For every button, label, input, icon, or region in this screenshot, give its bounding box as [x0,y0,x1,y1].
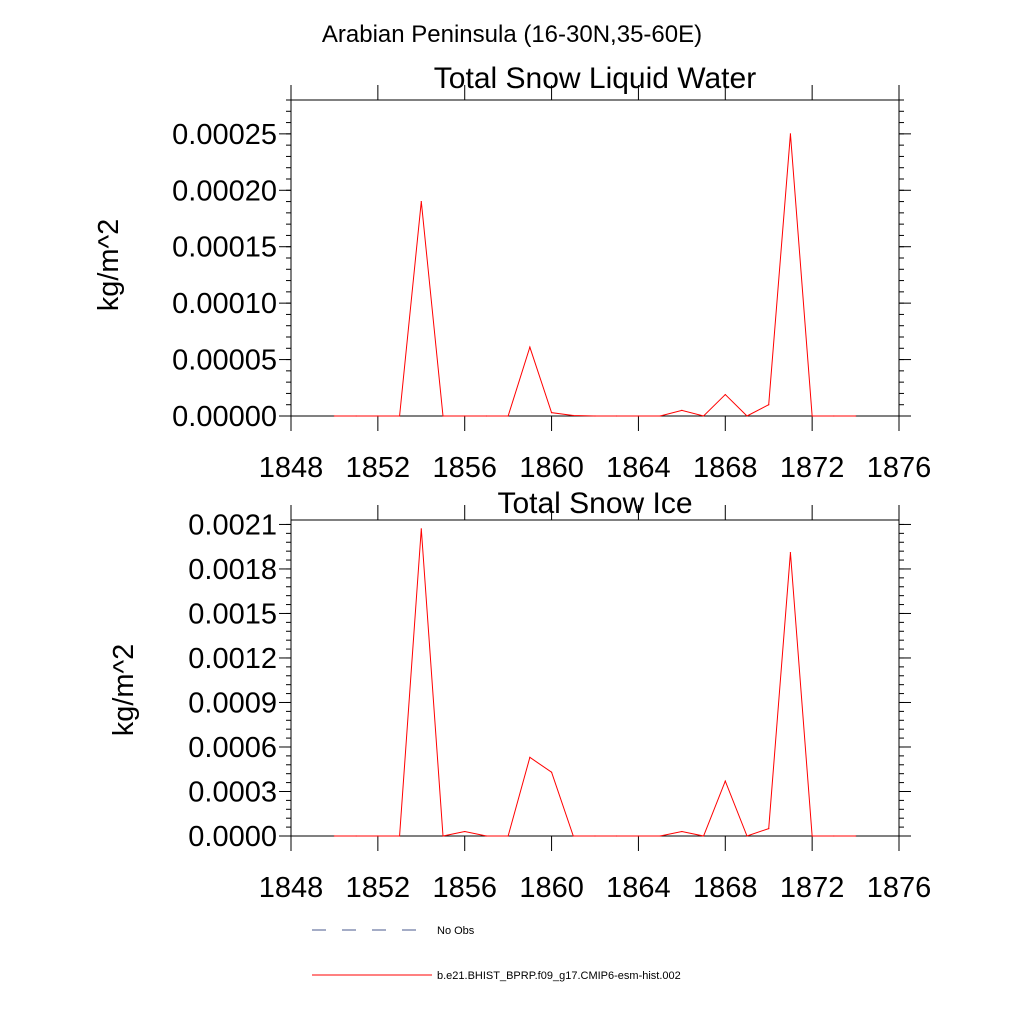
x-tick-label: 1848 [259,872,324,904]
y-tick-label: 0.0015 [188,598,277,630]
y-tick-label: 0.00015 [172,232,277,264]
chart-panel-snow-ice: Total Snow Ice kg/m^2 1848 1852 1856 1860 1864… [108,487,931,904]
y-tick-label: 0.00010 [172,288,277,320]
data-point [833,415,835,417]
data-point [789,133,792,135]
data-point [572,835,574,837]
data-point [702,835,705,837]
data-point [659,415,661,417]
data-point [811,835,813,837]
data-point [550,771,553,773]
y-tick-label: 0.00005 [172,345,277,377]
data-point [377,835,379,837]
data-point [746,835,748,837]
data-point [594,835,596,837]
data-point [333,835,336,837]
data-point [398,835,401,837]
data-point [420,528,422,530]
legend-label-model-run: b.e21.BHIST_BPRP.f09_g17.CMIP6-esm-hist.… [437,970,681,982]
data-point [485,415,488,417]
data-point [529,756,531,758]
x-tick-label: 1872 [780,872,845,904]
y-tick-label: 0.0009 [188,687,277,719]
x-tick-label: 1860 [519,872,584,904]
data-point [768,827,770,830]
y-tick-label: 0.0012 [188,643,277,675]
data-point [333,415,336,417]
data-point [355,415,357,417]
y-tick-label: 0.0000 [188,821,277,853]
data-point [398,415,401,417]
x-tick-label: 1876 [867,872,932,904]
x-tick-label: 1864 [606,452,671,484]
plot-frame [290,99,900,417]
y-tick-label: 0.00000 [172,401,277,433]
series-line-snow-liquid-water [334,133,856,417]
data-point [681,409,683,411]
y-tick-label: 0.00020 [172,175,277,207]
x-tick-label: 1868 [693,872,758,904]
x-tick-label: 1868 [693,452,758,484]
chart-title: Total Snow Liquid Water [434,62,756,95]
x-tick-label: 1856 [432,872,497,904]
data-point [854,415,857,417]
data-point [529,346,531,348]
y-axis-label: kg/m^2 [108,644,140,737]
data-point [681,830,683,833]
y-tick-label: 0.0018 [188,554,277,586]
data-point [811,415,813,417]
data-point [746,415,748,417]
data-point [507,415,509,417]
series-line-snow-ice [334,528,856,837]
data-point [464,415,466,417]
legend: No Obs b.e21.BHIST_BPRP.f09_g17.CMIP6-es… [312,925,681,982]
x-tick-label: 1852 [346,872,411,904]
data-point [616,835,618,837]
chart-title: Total Snow Ice [497,487,692,520]
data-point [594,415,596,417]
x-tick-label: 1848 [259,452,324,484]
y-tick-label: 0.0003 [188,776,277,808]
data-point [550,412,553,414]
x-tick-label: 1852 [346,452,411,484]
data-point [377,415,379,417]
x-tick-label: 1876 [867,452,932,484]
page-title: Arabian Peninsula (16-30N,35-60E) [322,21,702,48]
data-point [442,835,444,837]
data-point [854,835,857,837]
y-axis-label: kg/m^2 [93,219,125,312]
legend-label-no-obs: No Obs [437,925,475,937]
x-tick-label: 1864 [606,872,671,904]
data-point [724,393,726,396]
data-point [355,835,357,837]
x-tick-label: 1860 [519,452,584,484]
data-point [659,835,661,837]
x-tick-label: 1856 [432,452,497,484]
y-tick-label: 0.0006 [188,732,277,764]
data-point [789,552,792,554]
data-point [702,415,705,417]
data-point [507,835,509,837]
y-tick-label: 0.0021 [188,509,277,541]
data-point [442,415,444,417]
x-tick-label: 1872 [780,452,845,484]
data-point [637,415,640,417]
data-point [833,835,835,837]
data-point [485,835,488,837]
data-point [768,404,770,406]
plot-frame [290,519,900,837]
data-point [724,780,726,782]
data-point [637,835,640,837]
y-tick-label: 0.00025 [172,119,277,151]
data-point [616,415,618,417]
data-point [420,200,422,203]
data-point [464,830,466,833]
chart-panel-snow-liquid-water: Total Snow Liquid Water kg/m^2 1848 1852 185… [93,62,931,484]
data-point [572,414,574,417]
